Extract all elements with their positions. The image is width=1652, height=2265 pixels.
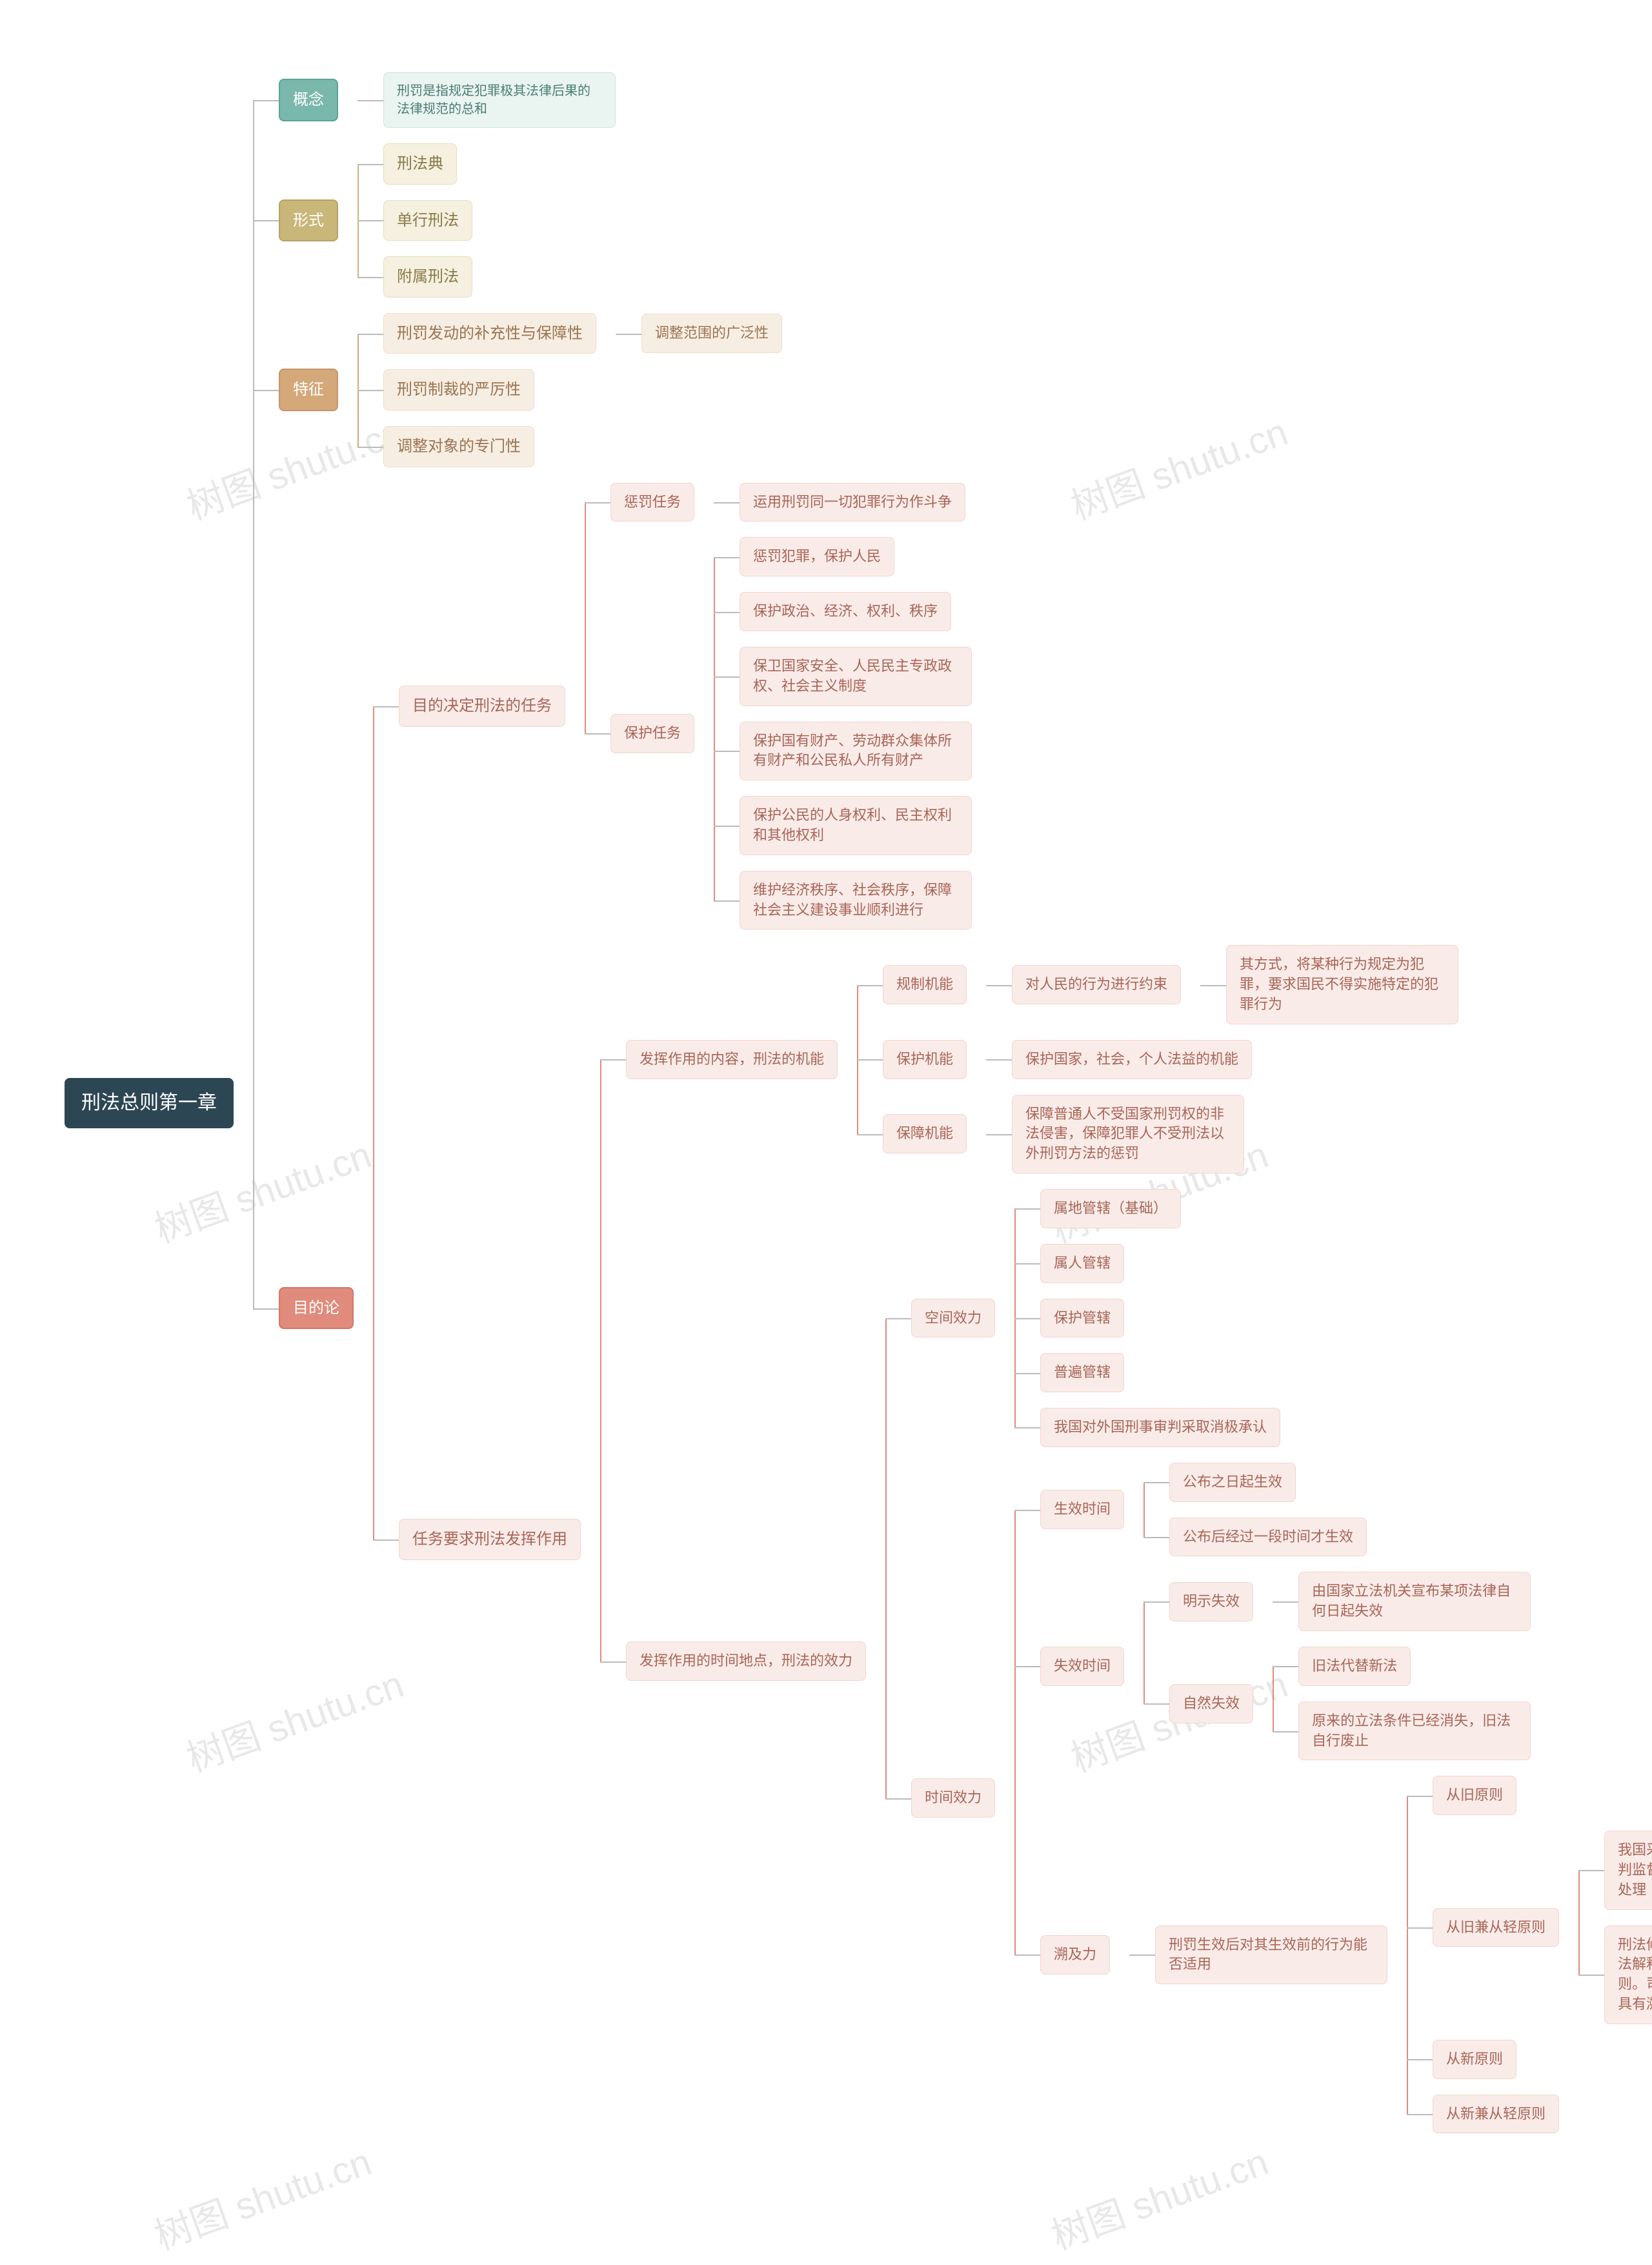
mindmap-node[interactable]: 保障普通人不受国家刑罚权的非法侵害，保障犯罪人不受刑法以外刑罚方法的惩罚 xyxy=(1012,1095,1244,1173)
watermark: 树图 shutu.cn xyxy=(146,2131,378,2260)
watermark: 树图 shutu.cn xyxy=(1043,2131,1274,2260)
mindmap-node[interactable]: 公布之日起生效 xyxy=(1169,1463,1296,1502)
mindmap-node[interactable]: 失效时间 xyxy=(1040,1647,1124,1686)
mindmap-node[interactable]: 从新原则 xyxy=(1433,2040,1516,2079)
mindmap-node[interactable]: 惩罚任务 xyxy=(610,483,694,522)
mindmap-node[interactable]: 自然失效 xyxy=(1169,1684,1253,1723)
mindmap-node[interactable]: 附属刑法 xyxy=(383,256,472,298)
mindmap-node[interactable]: 刑罚发动的补充性与保障性 xyxy=(383,313,596,354)
mindmap-node[interactable]: 从旧原则 xyxy=(1433,1776,1516,1815)
mindmap-node[interactable]: 旧法代替新法 xyxy=(1298,1647,1411,1686)
mindmap-node[interactable]: 特征 xyxy=(279,369,338,411)
mindmap-node[interactable]: 维护经济秩序、社会秩序，保障社会主义建设事业顺利进行 xyxy=(740,871,972,930)
mindmap-node[interactable]: 刑罚是指规定犯罪极其法律后果的法律规范的总和 xyxy=(383,72,616,128)
mindmap-node[interactable]: 保障机能 xyxy=(883,1114,967,1153)
mindmap-node[interactable]: 发挥作用的内容，刑法的机能 xyxy=(626,1040,838,1079)
mindmap-node[interactable]: 我国对外国刑事审判采取消极承认 xyxy=(1040,1408,1280,1447)
mindmap-node[interactable]: 我国采取，只能针对未决犯，审判监督程序按照行为时的法律来处理 xyxy=(1604,1831,1652,1909)
mindmap-node[interactable]: 公布后经过一段时间才生效 xyxy=(1169,1518,1367,1557)
mindmap-node[interactable]: 原来的立法条件已经消失，旧法自行废止 xyxy=(1298,1701,1531,1761)
mindmap-node[interactable]: 保护管辖 xyxy=(1040,1299,1124,1338)
mindmap-node[interactable]: 目的决定刑法的任务 xyxy=(399,686,565,727)
mindmap-node[interactable]: 生效时间 xyxy=(1040,1490,1124,1529)
mindmap-node[interactable]: 保护机能 xyxy=(883,1040,967,1079)
mindmap-node[interactable]: 惩罚犯罪，保护人民 xyxy=(740,537,894,576)
mindmap-node[interactable]: 刑罚制裁的严厉性 xyxy=(383,369,534,411)
mindmap-node[interactable]: 刑法典 xyxy=(383,143,457,185)
mindmap-node[interactable]: 普遍管辖 xyxy=(1040,1353,1124,1392)
mindmap-node[interactable]: 发挥作用的时间地点，刑法的效力 xyxy=(626,1641,866,1681)
mindmap-node[interactable]: 形式 xyxy=(279,199,338,242)
mindmap-node[interactable]: 任务要求刑法发挥作用 xyxy=(399,1519,581,1560)
mindmap-node[interactable]: 刑罚生效后对其生效前的行为能否适用 xyxy=(1155,1925,1387,1985)
mindmap-node[interactable]: 从新兼从轻原则 xyxy=(1433,2095,1559,2134)
mindmap-node[interactable]: 保护国家，社会，个人法益的机能 xyxy=(1012,1040,1252,1079)
mindmap-node[interactable]: 属人管辖 xyxy=(1040,1244,1124,1283)
mindmap-node[interactable]: 运用刑罚同一切犯罪行为作斗争 xyxy=(740,483,965,522)
mindmap-container: 刑法总则第一章 概念 刑罚是指规定犯罪极其法律后果的法律规范的总和形式 刑法典单行刑法… xyxy=(65,65,1652,2141)
mindmap-node[interactable]: 从旧兼从轻原则 xyxy=(1433,1908,1559,1947)
mindmap-node[interactable]: 属地管辖（基础） xyxy=(1040,1189,1181,1228)
mindmap-node[interactable]: 单行刑法 xyxy=(383,200,472,241)
mindmap-node[interactable]: 保护公民的人身权利、民主权利和其他权利 xyxy=(740,796,972,855)
mindmap-node[interactable]: 目的论 xyxy=(279,1287,354,1330)
mindmap-node[interactable]: 概念 xyxy=(279,79,338,121)
mindmap-node[interactable]: 明示失效 xyxy=(1169,1582,1253,1621)
mindmap-node[interactable]: 保护政治、经济、权利、秩序 xyxy=(740,592,951,631)
mindmap-node[interactable]: 空间效力 xyxy=(911,1299,995,1338)
mindmap-node[interactable]: 由国家立法机关宣布某项法律自何日起失效 xyxy=(1298,1572,1531,1631)
mindmap-node[interactable]: 时间效力 xyxy=(911,1778,995,1818)
root-node[interactable]: 刑法总则第一章 xyxy=(65,1078,234,1128)
mindmap-node[interactable]: 调整对象的专门性 xyxy=(383,426,534,467)
mindmap-node[interactable]: 其方式，将某种行为规定为犯罪，要求国民不得实施特定的犯罪行为 xyxy=(1226,945,1458,1024)
mindmap-node[interactable]: 调整范围的广泛性 xyxy=(641,314,782,353)
mindmap-node[interactable]: 对人民的行为进行约束 xyxy=(1012,965,1181,1004)
mindmap-node[interactable]: 保护任务 xyxy=(610,714,694,753)
mindmap-node[interactable]: 保护国有财产、劳动群众集体所有财产和公民私人所有财产 xyxy=(740,722,972,781)
mindmap-node[interactable]: 刑法修正案原则上也坚持，但司法解释并不必然要求遵守该原则。司法解释在一些条件下仍… xyxy=(1604,1925,1652,2024)
mindmap-node[interactable]: 溯及力 xyxy=(1040,1935,1110,1975)
mindmap-node[interactable]: 规制机能 xyxy=(883,965,967,1004)
mindmap-node[interactable]: 保卫国家安全、人民民主专政政权、社会主义制度 xyxy=(740,647,972,706)
